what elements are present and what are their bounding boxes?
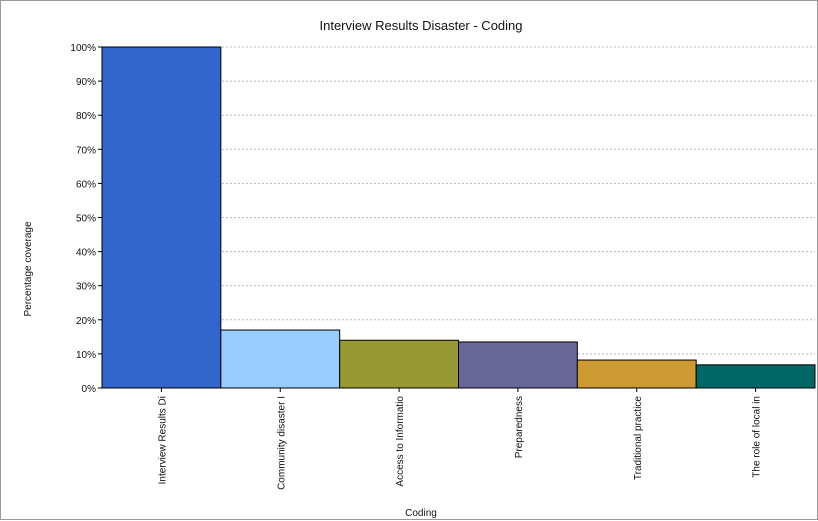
y-tick-label: 40% — [76, 248, 96, 259]
bar — [101, 46, 222, 389]
bars — [101, 46, 816, 389]
bar — [695, 364, 816, 389]
bar — [458, 341, 578, 389]
y-axis-title: Percentage coverage — [23, 221, 34, 317]
x-axis-title: Coding — [405, 508, 437, 519]
y-tick-label: 90% — [76, 77, 96, 88]
x-category-labels: Interview Results Di Community disaster I… — [157, 388, 763, 490]
y-tick-label: 50% — [76, 214, 96, 225]
chart-title: Interview Results Disaster - Coding — [319, 18, 522, 33]
bar — [339, 339, 459, 389]
y-tick-label: 0% — [82, 384, 97, 395]
bar — [220, 329, 341, 389]
y-tick-label: 80% — [76, 111, 96, 122]
y-tick-label: 30% — [76, 282, 96, 293]
x-category-label: Interview Results Di — [157, 396, 168, 484]
x-category-label: The role of local in — [752, 396, 763, 478]
y-tick-label: 100% — [70, 43, 96, 54]
x-category-label: Community disaster I — [276, 396, 287, 490]
y-tick-labels: 0% 10% 20% 30% 40% 50% 60% 70% 80% 90% 100% — [70, 43, 102, 395]
x-category-label: Preparedness — [514, 396, 525, 458]
y-tick-label: 20% — [76, 316, 96, 327]
y-tick-label: 60% — [76, 179, 96, 190]
bar — [576, 359, 697, 389]
x-category-label: Access to Informatio — [395, 396, 406, 487]
y-tick-label: 70% — [76, 145, 96, 156]
x-category-label: Traditional practice — [633, 396, 644, 481]
y-tick-label: 10% — [76, 350, 96, 361]
